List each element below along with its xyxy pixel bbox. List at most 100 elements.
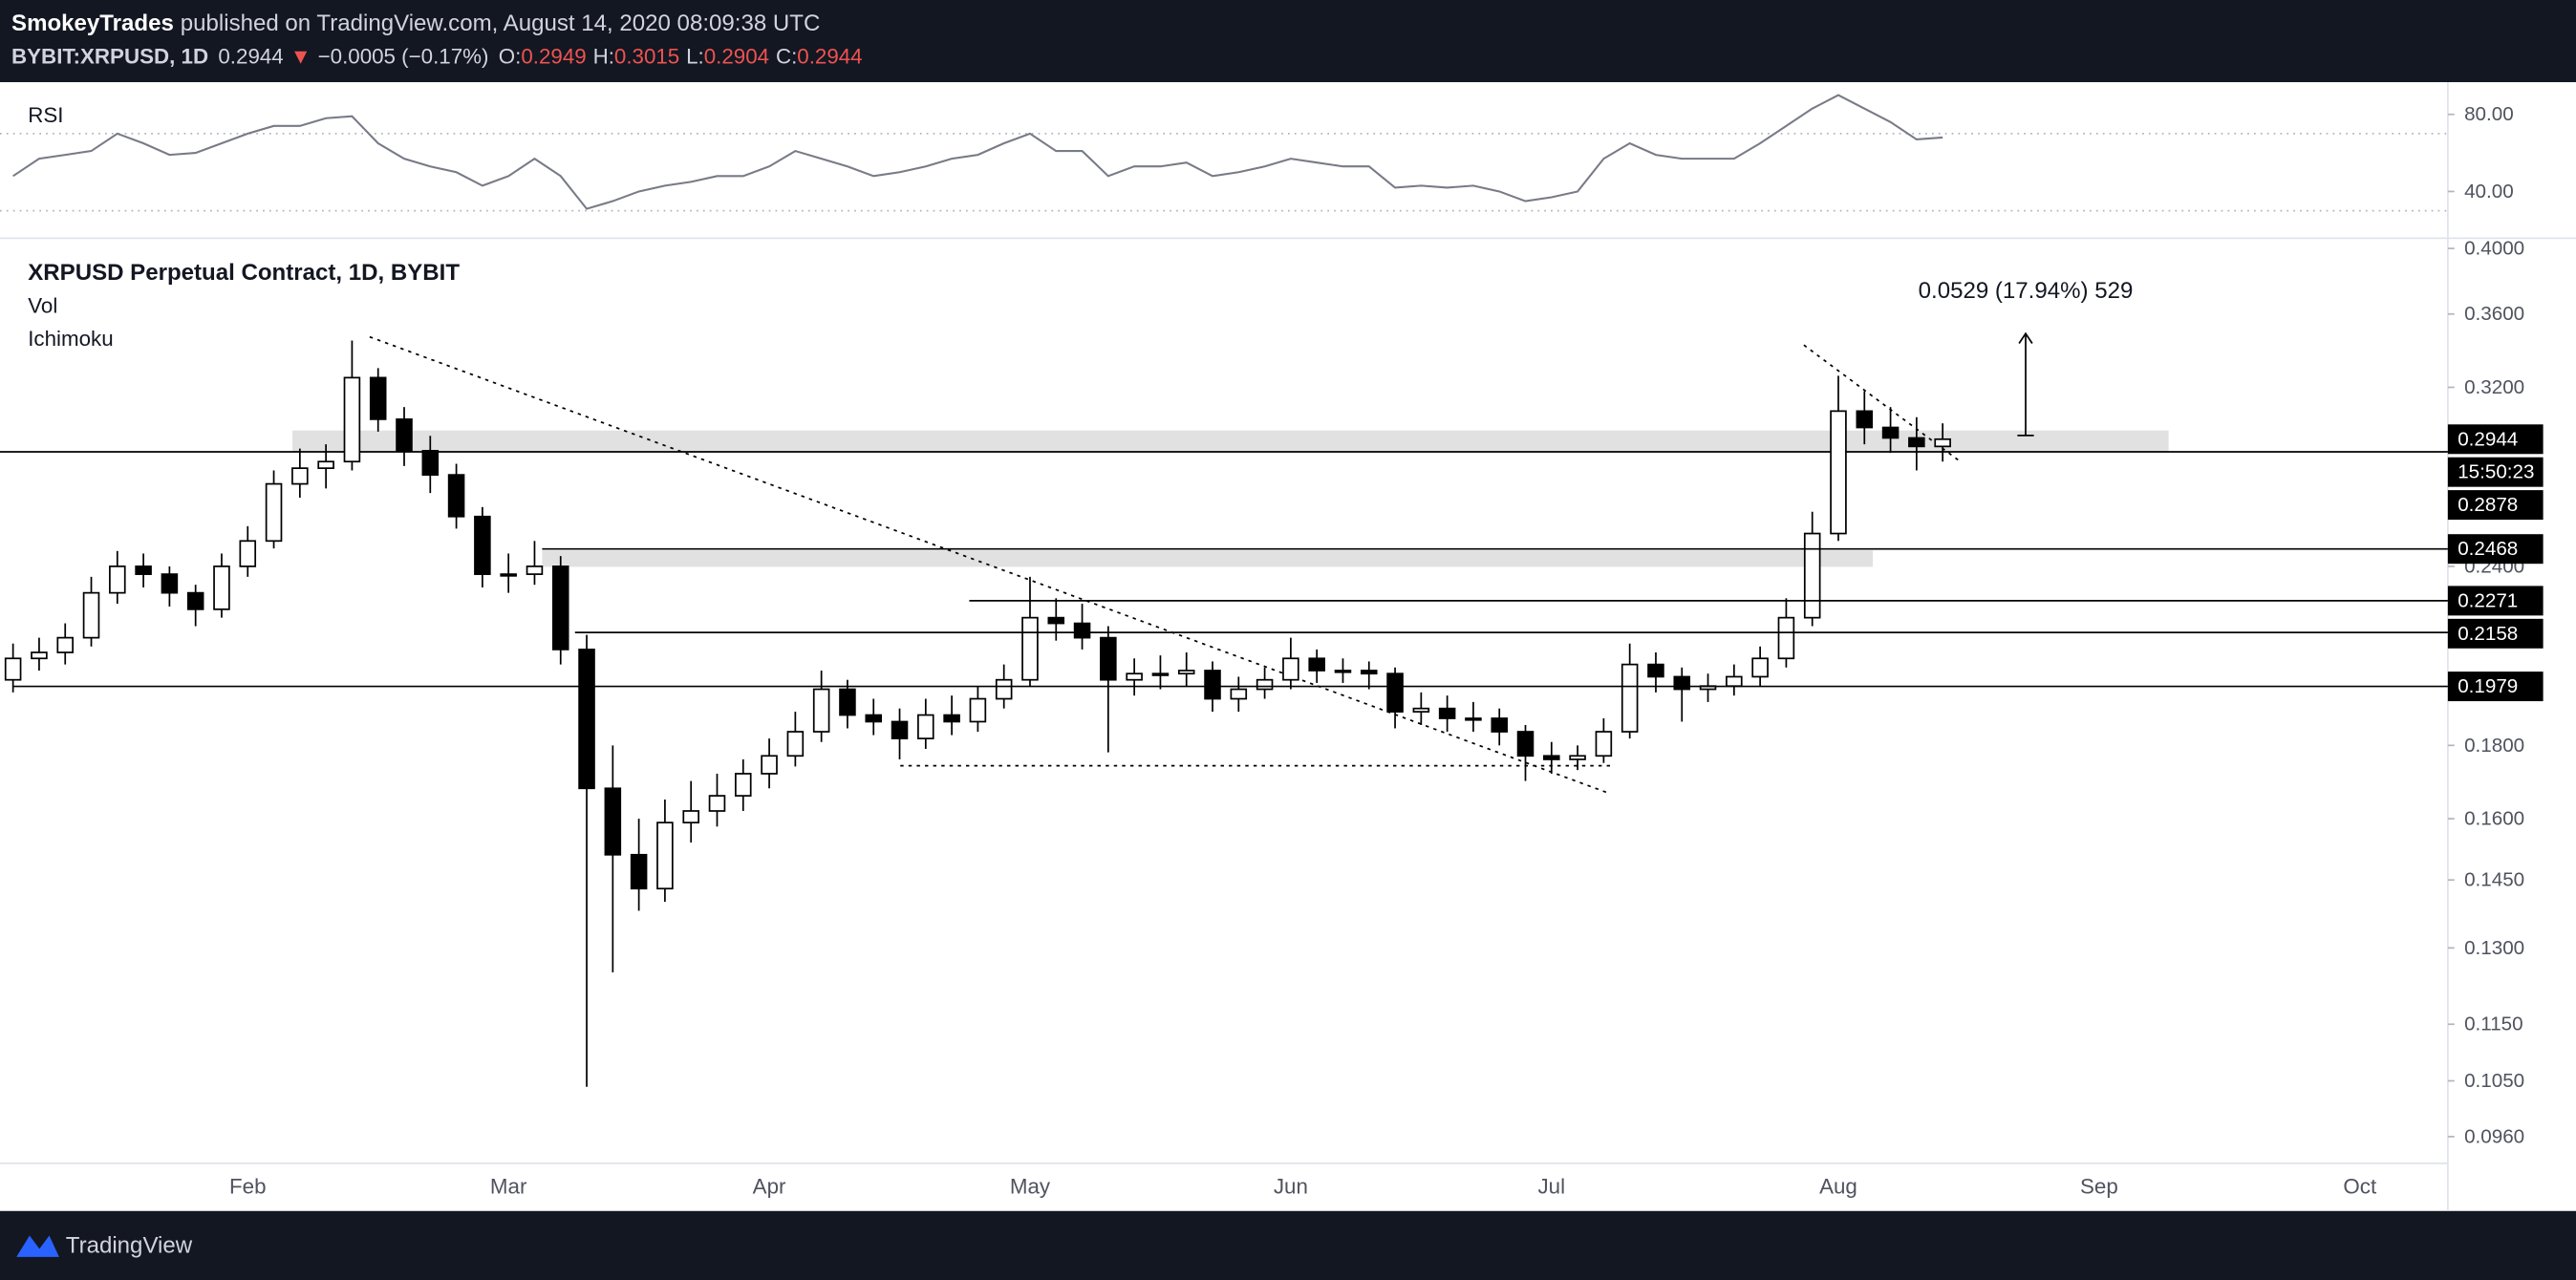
ohlc-label: H: xyxy=(593,44,614,68)
y-tick-label: 0.1300 xyxy=(2464,937,2524,959)
candle-body xyxy=(1621,663,1639,733)
x-tick-label: Jun xyxy=(1274,1174,1308,1198)
x-tick-label: Sep xyxy=(2080,1174,2118,1198)
candle-body xyxy=(969,697,987,723)
price-badge: 0.2944 xyxy=(2458,428,2518,450)
price-badge: 0.2878 xyxy=(2458,494,2518,516)
candle-body xyxy=(1491,717,1508,733)
candle-body xyxy=(1934,437,1951,448)
x-tick-label: Oct xyxy=(2343,1174,2377,1198)
candle-body xyxy=(735,773,752,797)
candle-body xyxy=(1830,410,1847,535)
candle-body xyxy=(186,591,204,610)
candle-body xyxy=(56,636,75,653)
candle-body xyxy=(109,565,126,594)
candle-body xyxy=(1073,622,1091,639)
legend-item: Vol xyxy=(28,293,57,317)
author: SmokeyTrades xyxy=(11,11,174,36)
y-tick-label: 0.1150 xyxy=(2464,1013,2523,1035)
candle-body xyxy=(1204,670,1221,700)
candle-body xyxy=(213,565,230,610)
candle-body xyxy=(1543,755,1560,760)
candle-body xyxy=(1308,657,1325,672)
candle-body xyxy=(995,678,1013,700)
candle-body xyxy=(1516,731,1535,757)
candle-body xyxy=(1595,731,1613,757)
x-tick-label: May xyxy=(1010,1174,1051,1198)
chart-title: XRPUSD Perpetual Contract, 1D, BYBIT xyxy=(28,260,460,286)
candle-body xyxy=(630,853,648,890)
candle-body xyxy=(1151,672,1170,676)
y-tick-label: 0.4000 xyxy=(2464,238,2524,260)
candle-body xyxy=(551,565,569,651)
candle-body xyxy=(526,565,544,575)
y-tick-label: 0.1450 xyxy=(2464,869,2524,891)
candle-body xyxy=(291,467,309,485)
ohlc-label: C: xyxy=(776,44,797,68)
candle-body xyxy=(1100,636,1117,681)
ohlc-value: 0.3015 xyxy=(614,44,679,68)
candle-body xyxy=(500,573,517,577)
candle-body xyxy=(578,649,595,790)
price-badge-bg xyxy=(2447,618,2544,649)
published: published on TradingView.com, August 14,… xyxy=(181,11,821,36)
ohlc-label: L: xyxy=(686,44,704,68)
symbol: BYBIT:XRPUSD, 1D xyxy=(11,44,208,68)
trend-line xyxy=(369,335,1611,795)
price-badge: 0.2158 xyxy=(2458,623,2518,645)
candle-body xyxy=(317,460,334,470)
candle-body xyxy=(1647,663,1664,678)
x-tick-label: Mar xyxy=(490,1174,527,1198)
header-line-2: BYBIT:XRPUSD, 1D 0.2944 ▼ −0.0005 (−0.17%) O… xyxy=(11,44,863,68)
candle-body xyxy=(474,515,491,575)
candle-body xyxy=(31,651,48,660)
candle-body xyxy=(1021,616,1039,681)
measure-arrow xyxy=(2017,331,2034,437)
price-badge: 0.2468 xyxy=(2458,538,2518,560)
candle-body xyxy=(1803,532,1821,619)
candle-body xyxy=(135,565,152,575)
ohlc-label: O: xyxy=(499,44,522,68)
candle-body xyxy=(891,720,909,739)
price-badge: 0.1979 xyxy=(2458,675,2518,697)
direction: ▼ xyxy=(290,44,311,68)
candle-body xyxy=(682,810,699,824)
brand: TradingView xyxy=(66,1232,193,1258)
candle-body xyxy=(1881,426,1900,439)
countdown-badge-bg xyxy=(2447,457,2544,487)
candle-body xyxy=(421,449,440,476)
candle-body xyxy=(82,591,100,639)
candle-body xyxy=(1856,410,1874,429)
chart-panel xyxy=(0,82,2576,1211)
header-line-1: SmokeyTrades published on TradingView.com… xyxy=(11,11,820,36)
change: −0.0005 (−0.17%) xyxy=(318,44,489,68)
ohlc-value: 0.2944 xyxy=(797,44,862,68)
x-tick-label: Aug xyxy=(1819,1174,1857,1198)
candle-body xyxy=(1256,678,1274,691)
candle-body xyxy=(917,714,934,739)
legend-item: Ichimoku xyxy=(28,327,113,351)
candle-body xyxy=(1230,688,1248,700)
x-tick-label: Jul xyxy=(1538,1174,1566,1198)
price-badge-bg xyxy=(2447,534,2544,565)
candle-body xyxy=(369,376,387,420)
price-badge-bg xyxy=(2447,490,2544,521)
candle-body xyxy=(447,474,465,518)
support-zone xyxy=(542,550,1874,567)
candle-body xyxy=(1386,672,1404,713)
candle-body xyxy=(1726,675,1743,688)
candle-body xyxy=(1126,672,1143,681)
candle-body xyxy=(786,731,805,757)
rsi-title: RSI xyxy=(28,103,63,127)
measure-label: 0.0529 (17.94%) 529 xyxy=(1919,278,2134,304)
price-badge: 0.2271 xyxy=(2458,589,2518,611)
candle-body xyxy=(239,540,257,567)
y-tick-label: 0.0960 xyxy=(2464,1125,2524,1147)
brand-logo xyxy=(16,1235,59,1257)
y-tick-label: 0.3200 xyxy=(2464,376,2524,398)
candle-body xyxy=(1777,616,1795,660)
candle-body xyxy=(343,376,361,463)
rsi-tick-label: 80.00 xyxy=(2464,103,2514,125)
